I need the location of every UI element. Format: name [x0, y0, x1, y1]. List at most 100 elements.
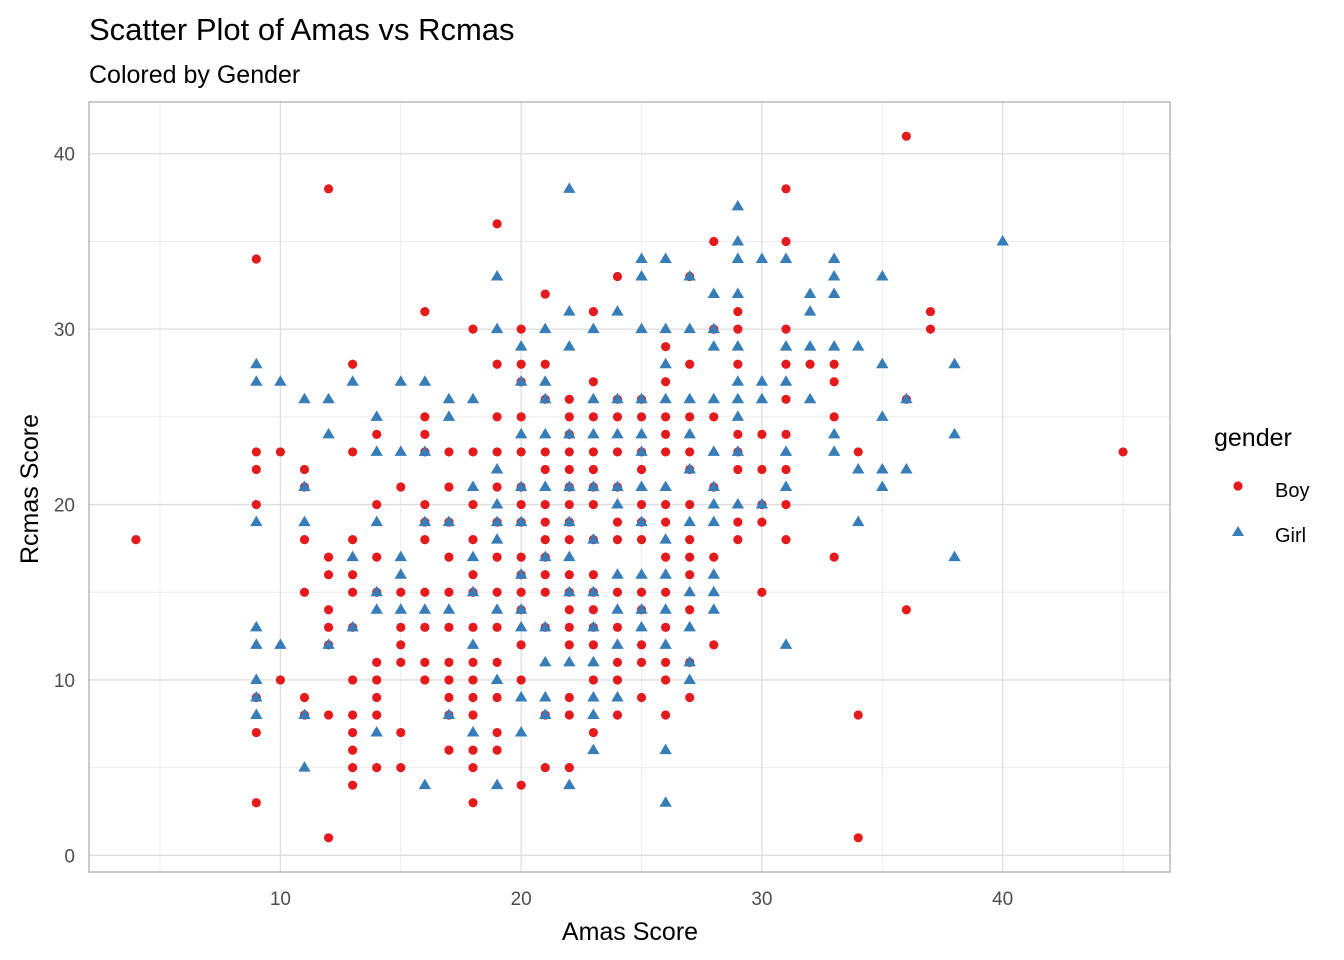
boy-point	[564, 622, 574, 632]
girl-point	[250, 638, 263, 649]
girl-point	[274, 638, 287, 649]
girl-point	[418, 515, 432, 527]
boy-point	[636, 464, 647, 475]
girl-point	[563, 427, 576, 439]
boy-point	[492, 622, 502, 632]
boy-point	[781, 324, 791, 334]
girl-point	[490, 778, 504, 790]
boy-point	[468, 710, 478, 720]
girl-point	[876, 410, 889, 421]
girl-point	[442, 603, 456, 614]
girl-point	[394, 568, 407, 579]
girl-point	[659, 322, 672, 334]
boy-point	[781, 429, 791, 439]
boy-point	[420, 412, 430, 422]
boy-point	[468, 692, 478, 703]
boy-point	[588, 727, 598, 738]
boy-point	[323, 552, 334, 562]
boy-point	[540, 499, 550, 510]
girl-point	[563, 550, 576, 562]
girl-point	[418, 603, 432, 614]
girl-point	[418, 375, 432, 386]
girl-point	[442, 410, 456, 421]
girl-point	[779, 375, 793, 386]
girl-point	[827, 340, 841, 351]
x-tick-label: 10	[270, 889, 291, 910]
boy-point	[348, 710, 358, 720]
girl-point	[250, 620, 263, 632]
girl-point	[635, 445, 648, 456]
boy-point	[685, 692, 695, 703]
girl-point	[587, 743, 600, 755]
girl-point	[322, 392, 335, 404]
girl-point	[298, 515, 311, 527]
girl-point	[683, 620, 696, 632]
boy-point	[829, 359, 839, 369]
boy-point	[348, 675, 358, 685]
boy-point	[685, 447, 695, 457]
legend-title: gender	[1214, 424, 1292, 452]
girl-point	[514, 340, 528, 351]
boy-point	[564, 412, 574, 422]
girl-point	[659, 743, 672, 755]
girl-point	[346, 375, 359, 386]
boy-point	[709, 552, 719, 562]
boy-point	[588, 377, 598, 387]
boy-point	[588, 447, 598, 457]
girl-point	[707, 322, 720, 334]
boy-point	[492, 412, 502, 422]
girl-point	[900, 392, 913, 404]
girl-point	[514, 690, 528, 702]
boy-point	[564, 570, 574, 580]
boy-point	[348, 570, 358, 580]
y-tick-label: 20	[54, 496, 75, 517]
girl-point	[442, 515, 456, 527]
boy-point	[612, 412, 623, 422]
boy-point	[588, 640, 598, 650]
boy-point	[805, 359, 815, 369]
boy-point	[299, 535, 310, 545]
girl-point	[900, 462, 913, 474]
girl-point	[707, 498, 720, 509]
boy-point	[829, 552, 839, 562]
boy-point	[275, 447, 286, 457]
girl-point	[370, 445, 383, 456]
girl-point	[683, 427, 696, 439]
boy-point	[372, 675, 382, 685]
girl-point	[635, 270, 648, 281]
girl-point	[611, 427, 624, 439]
boy-point	[853, 710, 863, 720]
boy-point	[709, 236, 719, 247]
boy-point	[299, 692, 310, 703]
major-gridlines	[89, 102, 1170, 872]
y-tick-label: 40	[54, 145, 75, 166]
boy-point	[564, 763, 574, 773]
boy-point	[468, 570, 478, 580]
girl-point	[803, 305, 817, 316]
girl-point	[490, 498, 504, 509]
girl-point	[683, 585, 696, 597]
girl-point	[370, 410, 383, 421]
boy-point	[901, 131, 911, 141]
boy-point	[492, 359, 502, 369]
boy-point	[444, 622, 454, 632]
boy-point	[516, 499, 526, 510]
girl-point	[707, 340, 720, 351]
boy-point	[685, 535, 695, 545]
boy-point	[733, 307, 743, 317]
girl-point	[779, 638, 793, 649]
boy-point	[588, 464, 598, 475]
girl-point	[587, 480, 600, 491]
boy-point	[733, 429, 743, 439]
girl-point	[514, 480, 528, 491]
girl-point	[948, 357, 961, 369]
boy-point	[492, 657, 502, 667]
boy-point	[685, 412, 695, 422]
girl-point	[539, 427, 552, 439]
boy-point	[299, 587, 310, 597]
girl-point	[827, 252, 841, 263]
boy-point	[468, 763, 478, 773]
boy-point	[757, 464, 767, 475]
boy-point	[540, 359, 550, 369]
boy-point	[685, 499, 695, 510]
